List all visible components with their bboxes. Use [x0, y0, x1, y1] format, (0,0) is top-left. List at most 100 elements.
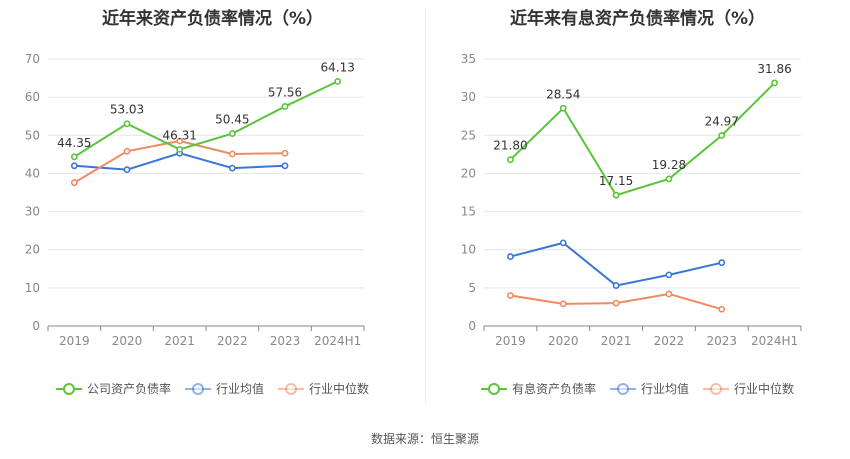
legend-marker-icon [278, 382, 304, 395]
data-point-company [176, 145, 184, 153]
x-tick-label: 2023 [270, 334, 301, 348]
chart-panel-left: 近年来资产负债率情况（%） 0 10 20 30 40 50 60 70 2019 2020 202… [0, 0, 425, 410]
x-tick-label: 2022 [654, 334, 685, 348]
y-tick-label: 10 [25, 281, 40, 295]
y-tick-label: 10 [461, 243, 476, 257]
panel-divider [425, 10, 426, 405]
legend-item-industry_median[interactable]: 行业中位数 [278, 380, 369, 397]
y-tick-label: 50 [25, 128, 40, 142]
legend-item-company[interactable]: 有息资产负债率 [480, 380, 596, 397]
data-point-industry_avg [612, 282, 620, 289]
data-point-company [123, 120, 131, 128]
data-point-industry_median [507, 292, 514, 299]
chart-right-plot: 0 5 10 15 20 25 30 35 2019 2020 2021 2022 2023 2024H1… [461, 52, 802, 348]
data-label: 24.97 [705, 115, 739, 129]
legend-marker-icon [55, 382, 82, 395]
y-tick-label: 5 [468, 281, 476, 295]
x-tick-label: 2021 [601, 334, 632, 348]
y-tick-label: 15 [461, 205, 476, 219]
data-point-industry_median [718, 305, 726, 313]
data-point-company [281, 103, 289, 110]
data-point-industry_avg [559, 239, 567, 247]
legend-marker-icon [184, 382, 211, 395]
series-line-company [509, 82, 776, 197]
x-tick-label: 2020 [112, 334, 143, 348]
data-point-industry_median [559, 300, 567, 308]
x-tick-label: 2020 [548, 334, 579, 348]
x-tick-label: 2023 [706, 334, 737, 348]
y-tick-label: 35 [461, 52, 476, 66]
data-point-industry_avg [281, 162, 289, 170]
y-tick-label: 0 [468, 319, 476, 333]
data-point-industry_median [612, 299, 620, 307]
data-label: 44.35 [57, 136, 91, 150]
y-tick-label: 20 [461, 166, 476, 180]
x-tick-label: 2019 [495, 334, 526, 348]
y-tick-label: 60 [25, 90, 40, 104]
legend-label: 行业均值 [215, 382, 264, 396]
data-point-company [70, 153, 78, 161]
series-line-company [73, 80, 339, 158]
data-label: 46.31 [162, 128, 196, 142]
legend-label: 有息资产负债率 [511, 382, 596, 396]
data-label: 57.56 [268, 85, 302, 99]
data-point-company [665, 175, 673, 183]
chart-title-left: 近年来资产负债率情况（%） [101, 9, 324, 29]
data-point-industry_avg [70, 162, 78, 170]
chart-title-right: 近年来有息资产负债率情况（%） [509, 9, 766, 29]
y-tick-label: 25 [461, 128, 476, 142]
data-point-company [771, 79, 778, 87]
data-point-company [718, 132, 726, 139]
y-tick-label: 20 [25, 243, 40, 257]
data-label: 64.13 [320, 60, 354, 74]
legend-marker-icon [703, 382, 729, 395]
data-point-company [507, 156, 514, 164]
y-tick-label: 40 [25, 166, 40, 180]
data-point-company [559, 104, 567, 112]
legend-item-company[interactable]: 公司资产负债率 [55, 380, 171, 397]
data-point-company [334, 77, 342, 85]
data-label: 31.86 [757, 62, 791, 76]
x-tick-label: 2019 [59, 334, 90, 348]
legend-label: 行业中位数 [734, 382, 795, 396]
chart-legend-right: 有息资产负债率 行业均值 行业中位数 [425, 380, 850, 397]
data-point-company [228, 130, 236, 137]
data-point-industry_median [281, 149, 289, 157]
data-point-industry_median [228, 150, 236, 158]
data-point-industry_median [123, 147, 131, 155]
legend-marker-icon [480, 382, 507, 395]
data-label: 50.45 [215, 113, 249, 127]
data-label: 17.15 [599, 174, 633, 188]
legend-label: 行业中位数 [309, 382, 370, 396]
chart-legend-left: 公司资产负债率 行业均值 行业中位数 [0, 380, 425, 397]
x-tick-label: 2021 [164, 334, 195, 348]
legend-item-industry_median[interactable]: 行业中位数 [703, 380, 794, 397]
legend-label: 公司资产负债率 [86, 382, 171, 396]
data-point-company [612, 191, 620, 199]
y-tick-label: 70 [25, 52, 40, 66]
legend-label: 行业均值 [640, 382, 689, 396]
data-point-industry_avg [228, 164, 236, 172]
data-label: 28.54 [546, 87, 580, 101]
data-point-industry_avg [123, 166, 131, 174]
data-point-industry_median [176, 137, 184, 145]
data-source-note: 数据来源：恒生聚源 [370, 432, 479, 446]
y-tick-label: 0 [32, 319, 40, 333]
y-tick-label: 30 [25, 205, 40, 219]
data-point-industry_avg [718, 259, 726, 267]
legend-marker-icon [609, 382, 636, 395]
chart-left-plot: 0 10 20 30 40 50 60 70 2019 2020 2021 2022 2023 2024H… [25, 52, 365, 348]
chart-panel-right: 近年来有息资产负债率情况（%） 0 5 10 15 20 25 30 35 2019 2020 20… [425, 0, 850, 410]
data-point-industry_median [70, 179, 78, 186]
data-point-industry_avg [665, 271, 673, 279]
x-tick-label: 2024H1 [751, 334, 798, 348]
data-point-industry_avg [507, 253, 514, 260]
y-tick-label: 30 [461, 90, 476, 104]
data-label: 53.03 [110, 103, 144, 117]
legend-item-industry_avg[interactable]: 行业均值 [609, 380, 689, 397]
x-tick-label: 2024H1 [314, 334, 361, 348]
x-tick-label: 2022 [217, 334, 248, 348]
data-label: 21.80 [493, 139, 527, 153]
data-point-industry_median [665, 290, 673, 298]
legend-item-industry_avg[interactable]: 行业均值 [184, 380, 264, 397]
